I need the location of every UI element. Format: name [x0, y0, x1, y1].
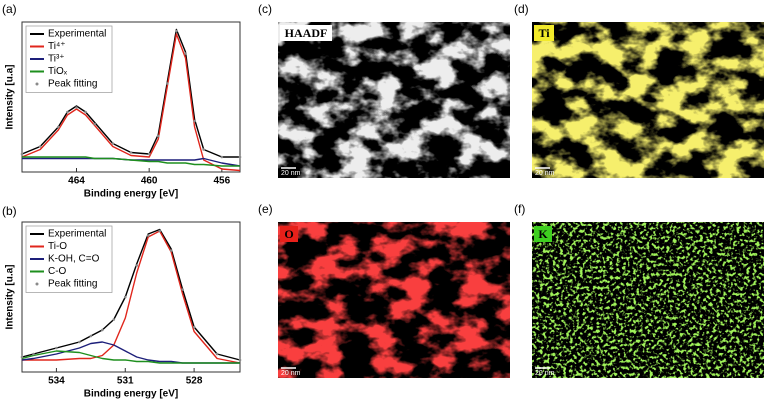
data-point [238, 358, 242, 362]
scale-label: 20 nm [281, 170, 301, 177]
legend-label: Ti-O [48, 241, 67, 252]
data-point [146, 234, 150, 237]
panel-label: (d) [514, 2, 529, 16]
data-line [22, 156, 240, 167]
data-point [147, 152, 151, 156]
panel-label: (b) [2, 204, 17, 218]
panel-label: (a) [2, 2, 17, 16]
data-line [22, 157, 241, 167]
x-axis-label: Binding energy [eV] [84, 389, 178, 400]
map-label: Ti [538, 26, 550, 40]
x-tick-label: 531 [117, 376, 134, 387]
data-point [20, 355, 24, 359]
data-point [66, 110, 69, 114]
data-point [220, 155, 224, 159]
legend-label: TiOₓ [48, 66, 68, 77]
data-point [84, 110, 87, 114]
scale-label: 20 nm [281, 370, 301, 377]
legend-label: C-O [48, 266, 67, 277]
legend-label: Peak fitting [48, 79, 97, 90]
data-point [112, 318, 116, 321]
map-label: K [538, 227, 548, 241]
data-point [123, 295, 127, 299]
x-tick-label: 460 [141, 176, 158, 187]
map-d: Ti 20 nm [532, 22, 764, 178]
data-point [202, 148, 205, 151]
data-point [89, 334, 93, 338]
data-point [175, 29, 178, 33]
y-axis-label: Intensity [u.a] [5, 64, 16, 129]
data-point [129, 151, 133, 154]
x-tick-label: 534 [48, 376, 65, 387]
map-f: K 20 nm [532, 222, 764, 378]
data-point [93, 122, 96, 126]
data-line [21, 33, 241, 172]
data-point [38, 145, 42, 148]
x-tick-label: 464 [68, 176, 85, 187]
map-label: O [284, 227, 293, 241]
data-point [78, 340, 81, 344]
legend-swatch [35, 82, 39, 86]
data-line [21, 350, 240, 364]
y-axis-label: Intensity [u.a] [5, 264, 16, 329]
legend-label: Peak fitting [48, 279, 97, 290]
panel-label: (e) [258, 202, 273, 216]
data-point [166, 82, 169, 85]
data-point [20, 152, 24, 156]
plot-frame [21, 221, 241, 373]
legend-swatch [35, 282, 39, 286]
data-point [169, 249, 173, 252]
data-point [192, 325, 196, 329]
scale-label: 20 nm [535, 170, 555, 177]
data-point [156, 134, 160, 138]
legend-label: Experimental [48, 229, 106, 240]
scale-label: 20 nm [535, 370, 555, 377]
data-point [184, 52, 187, 55]
panel-label: (c) [258, 2, 272, 16]
data-point [32, 352, 35, 356]
map-c: HAADF 20 nm [278, 22, 510, 178]
data-point [181, 288, 184, 291]
data-point [193, 119, 196, 123]
panel-label: (f) [514, 202, 525, 216]
x-axis-label: Binding energy [eV] [84, 189, 178, 200]
data-point [101, 328, 104, 332]
x-tick-label: 528 [186, 376, 203, 387]
data-point [238, 155, 242, 159]
data-point [75, 106, 78, 109]
map-label: HAADF [285, 26, 328, 40]
data-point [215, 352, 219, 356]
legend-label: Experimental [48, 29, 106, 40]
map-e: O 20 nm [278, 222, 510, 378]
plot-frame [21, 21, 241, 173]
data-point [57, 125, 60, 129]
data-point [111, 142, 115, 145]
data-point [55, 346, 58, 350]
x-tick-label: 456 [213, 176, 230, 187]
legend-label: K-OH, C=O [48, 254, 100, 265]
data-point [158, 229, 161, 233]
data-point [135, 264, 139, 267]
data-line [21, 228, 241, 361]
data-line [22, 230, 241, 364]
data-line [21, 28, 240, 158]
legend-label: Ti⁴⁺ [48, 41, 66, 52]
legend-label: Ti³⁺ [48, 54, 65, 65]
